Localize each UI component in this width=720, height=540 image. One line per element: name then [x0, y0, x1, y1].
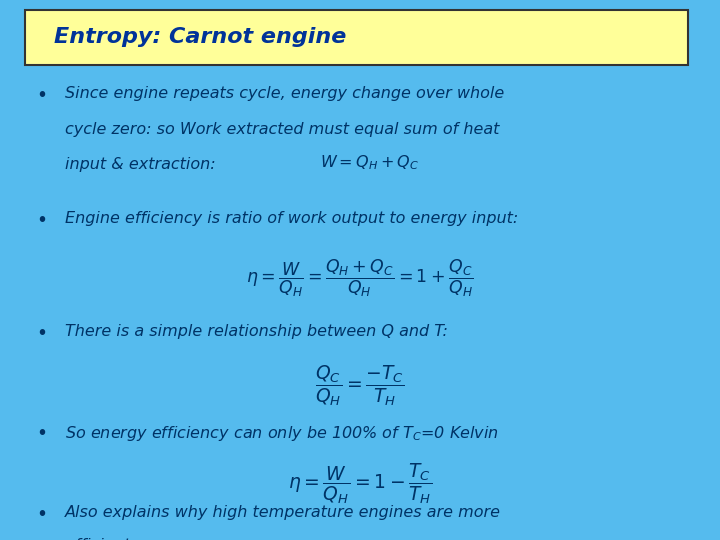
Text: input & extraction:: input & extraction:	[65, 157, 215, 172]
Text: $W = Q_H + Q_C$: $W = Q_H + Q_C$	[320, 153, 419, 172]
Text: •: •	[36, 324, 47, 343]
Text: Also explains why high temperature engines are more: Also explains why high temperature engin…	[65, 505, 501, 520]
Text: There is a simple relationship between Q and T:: There is a simple relationship between Q…	[65, 324, 448, 339]
Text: Since engine repeats cycle, energy change over whole: Since engine repeats cycle, energy chang…	[65, 86, 504, 102]
Text: •: •	[36, 424, 47, 443]
Text: $\eta = \dfrac{W}{Q_H} = 1 - \dfrac{T_C}{T_H}$: $\eta = \dfrac{W}{Q_H} = 1 - \dfrac{T_C}…	[288, 461, 432, 505]
Text: Engine efficiency is ratio of work output to energy input:: Engine efficiency is ratio of work outpu…	[65, 211, 518, 226]
Text: •: •	[36, 86, 47, 105]
Text: efficient…: efficient…	[65, 538, 146, 540]
Text: •: •	[36, 505, 47, 524]
Text: cycle zero: so Work extracted must equal sum of heat: cycle zero: so Work extracted must equal…	[65, 122, 499, 137]
Text: So energy efficiency can only be 100% of $T_C$=0 Kelvin: So energy efficiency can only be 100% of…	[65, 424, 499, 443]
Text: $\dfrac{Q_C}{Q_H} = \dfrac{-T_C}{T_H}$: $\dfrac{Q_C}{Q_H} = \dfrac{-T_C}{T_H}$	[315, 364, 405, 408]
Text: $\eta = \dfrac{W}{Q_H} = \dfrac{Q_H + Q_C}{Q_H} = 1 + \dfrac{Q_C}{Q_H}$: $\eta = \dfrac{W}{Q_H} = \dfrac{Q_H + Q_…	[246, 258, 474, 299]
FancyBboxPatch shape	[25, 10, 688, 65]
Text: •: •	[36, 211, 47, 229]
Text: Entropy: Carnot engine: Entropy: Carnot engine	[54, 26, 346, 47]
